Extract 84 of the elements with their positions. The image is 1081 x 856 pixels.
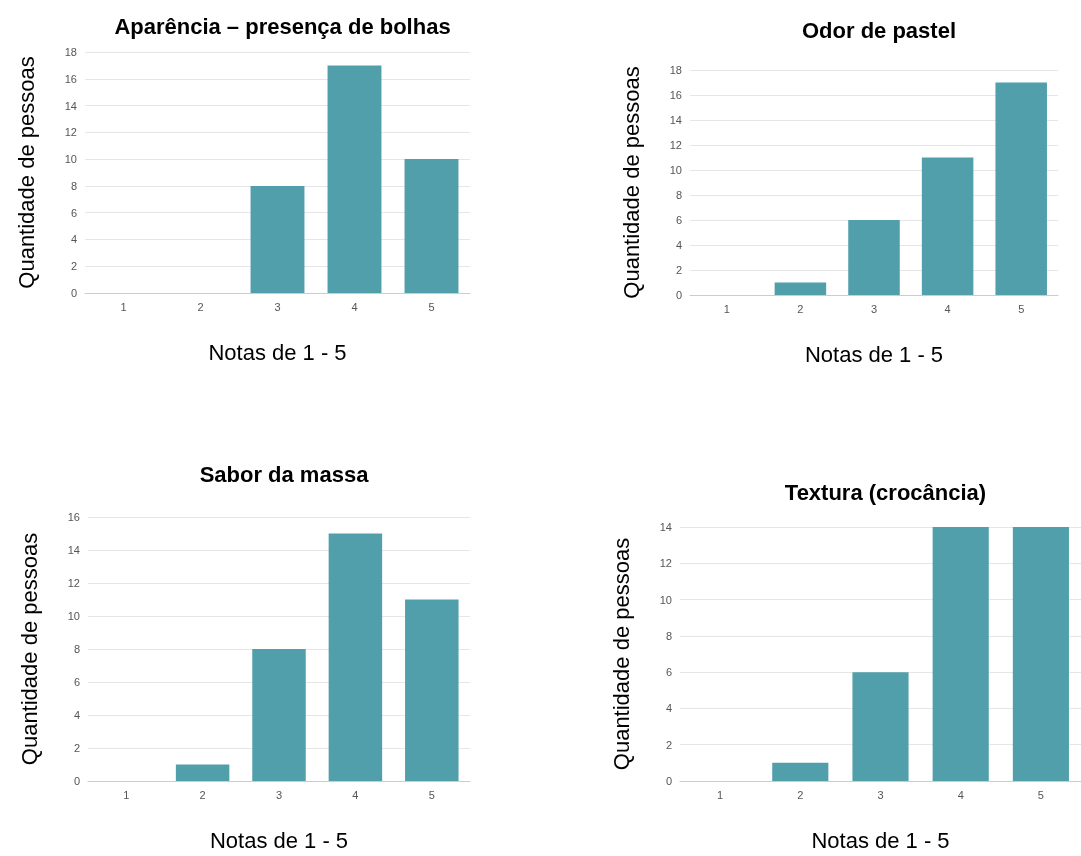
y-tick-label: 14 [64, 99, 77, 112]
y-axis-title: Quantidade de pessoas [13, 56, 39, 289]
x-tick-label: 4 [352, 788, 359, 801]
bar [328, 533, 383, 781]
y-tick-label: 2 [675, 264, 682, 276]
y-tick-label: 4 [665, 702, 672, 715]
bar [921, 157, 974, 295]
bar [932, 527, 989, 781]
x-tick-label: 3 [870, 302, 878, 315]
y-tick-label: 14 [659, 521, 672, 533]
y-axis-title: Quantidade de pessoas [16, 532, 42, 766]
y-tick-label: 10 [669, 164, 682, 176]
y-tick-label: 14 [669, 114, 682, 126]
bar [405, 599, 459, 781]
y-tick-label: 10 [64, 153, 77, 166]
y-tick-label: 4 [73, 709, 80, 721]
y-tick-label: 14 [67, 544, 80, 556]
y-tick-label: 8 [675, 189, 682, 201]
x-tick-label: 3 [275, 788, 283, 801]
x-tick-label: 4 [351, 300, 358, 313]
x-axis-title: Notas de 1 - 5 [208, 339, 347, 365]
x-tick-label: 2 [199, 788, 206, 801]
bar [852, 672, 909, 781]
y-tick-label: 8 [665, 629, 672, 642]
x-tick-label: 2 [797, 788, 804, 801]
y-tick-label: 18 [64, 46, 77, 58]
y-tick-label: 0 [73, 775, 80, 787]
y-tick-label: 2 [73, 742, 80, 754]
x-tick-label: 4 [957, 788, 964, 801]
x-axis-title: Notas de 1 - 5 [811, 827, 950, 853]
x-tick-label: 4 [944, 302, 951, 315]
bar [772, 762, 829, 781]
y-tick-label: 0 [665, 775, 672, 787]
x-tick-label: 5 [428, 300, 435, 313]
chart-title: Textura (crocância) [784, 479, 987, 505]
y-tick-label: 18 [669, 64, 682, 76]
y-tick-label: 16 [67, 511, 80, 523]
bar [1012, 527, 1069, 781]
y-tick-label: 2 [665, 738, 672, 751]
y-tick-label: 0 [70, 287, 77, 299]
x-axis-title: Notas de 1 - 5 [209, 827, 349, 853]
x-tick-label: 3 [274, 300, 281, 313]
y-tick-label: 6 [70, 206, 77, 219]
y-tick-label: 4 [675, 239, 682, 251]
bar [175, 764, 230, 781]
y-tick-label: 6 [73, 676, 80, 688]
y-tick-label: 16 [64, 72, 77, 85]
x-tick-label: 3 [877, 788, 884, 801]
chart-title: Sabor da massa [199, 461, 370, 487]
bar [250, 185, 305, 293]
bar [848, 220, 900, 295]
chart-title: Odor de pastel [801, 17, 957, 43]
y-tick-label: 8 [73, 643, 80, 655]
y-tick-label: 10 [659, 593, 672, 606]
y-tick-label: 12 [669, 139, 682, 151]
chart-title: Aparência – presença de bolhas [114, 13, 451, 39]
bar [774, 282, 827, 295]
y-tick-label: 6 [675, 214, 682, 226]
x-tick-label: 1 [723, 302, 730, 315]
y-tick-label: 10 [67, 610, 80, 622]
y-tick-label: 8 [70, 179, 77, 192]
bar [252, 649, 306, 781]
x-axis-title: Notas de 1 - 5 [804, 341, 944, 367]
y-tick-label: 2 [70, 260, 77, 273]
bar [404, 159, 459, 293]
y-tick-label: 12 [64, 126, 77, 139]
x-tick-label: 5 [1018, 302, 1025, 315]
x-tick-label: 1 [717, 788, 724, 801]
y-axis-title: Quantidade de pessoas [608, 537, 634, 771]
y-tick-label: 4 [70, 233, 77, 246]
x-tick-label: 2 [197, 300, 204, 313]
bar [995, 82, 1047, 295]
y-tick-label: 12 [659, 557, 672, 570]
y-tick-label: 6 [665, 666, 672, 679]
x-tick-label: 5 [1037, 788, 1044, 801]
y-tick-label: 12 [67, 577, 80, 589]
x-tick-label: 1 [120, 300, 127, 313]
x-tick-label: 2 [797, 302, 804, 315]
x-tick-label: 5 [428, 788, 435, 801]
x-tick-label: 1 [123, 788, 130, 801]
y-axis-title: Quantidade de pessoas [618, 66, 644, 299]
y-tick-label: 0 [675, 289, 682, 301]
bar [327, 65, 382, 293]
y-tick-label: 16 [669, 89, 682, 101]
